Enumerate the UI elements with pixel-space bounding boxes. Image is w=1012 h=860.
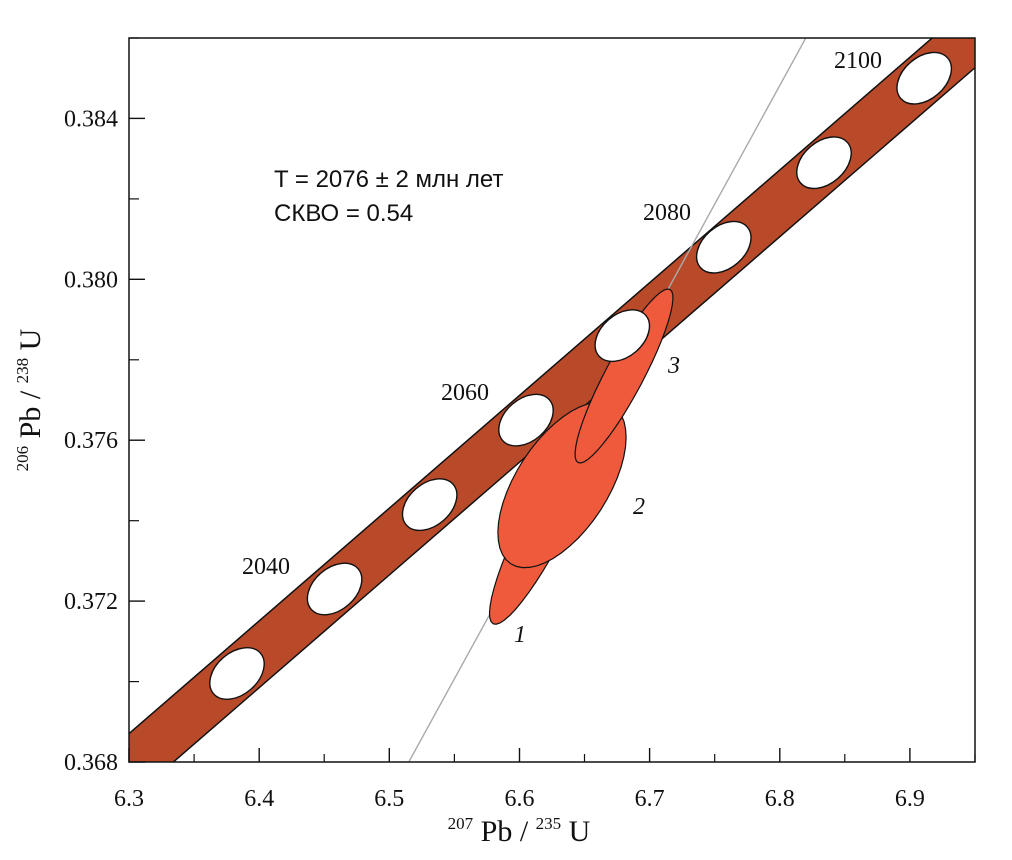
y-tick-label: 0.368 <box>64 750 118 776</box>
age-marker-2030 <box>209 647 265 700</box>
x-tick-label: 6.9 <box>895 786 925 812</box>
y-axis-title: 206 Pb / 238 U <box>2 328 47 471</box>
annotation-mswd: СКВО = 0.54 <box>274 200 413 227</box>
age-label-2100: 2100 <box>834 48 882 74</box>
x-axis-title-mass1: 207 <box>448 814 474 833</box>
age-marker-2040 <box>306 562 363 616</box>
x-axis-ticks: 6.3 6.4 6.5 6.6 6.7 6.8 6.9 <box>114 748 976 812</box>
y-axis-title-separator: / <box>14 390 47 399</box>
x-tick-label: 6.6 <box>505 786 535 812</box>
x-tick-label: 6.5 <box>374 786 404 812</box>
y-tick-label: 0.376 <box>64 428 118 454</box>
x-axis-title-element1: Pb <box>481 815 513 848</box>
x-tick-label: 6.7 <box>635 786 665 812</box>
age-marker-2090 <box>796 136 852 190</box>
y-tick-label: 0.380 <box>64 267 118 293</box>
analysis-label-2: 2 <box>633 494 645 520</box>
x-axis-title-element2: U <box>569 815 591 848</box>
analysis-label-1: 1 <box>514 622 526 648</box>
age-label-2060: 2060 <box>441 380 489 406</box>
age-marker-2060 <box>498 393 554 447</box>
y-axis-title-element1: Pb <box>14 407 47 439</box>
age-marker-2080 <box>695 220 752 274</box>
x-tick-label: 6.4 <box>244 786 274 812</box>
x-tick-label: 6.8 <box>765 786 795 812</box>
x-axis-title: 207 Pb / 235 U <box>448 803 591 848</box>
age-marker-2070 <box>594 309 651 363</box>
plot-area <box>129 38 975 762</box>
y-axis-title-element2: U <box>14 328 47 350</box>
y-tick-label: 0.384 <box>64 106 118 132</box>
y-axis-ticks: 0.368 0.372 0.376 0.380 0.384 <box>64 37 145 776</box>
x-tick-label: 6.3 <box>114 786 144 812</box>
x-axis-title-mass2: 235 <box>536 814 562 833</box>
age-marker-2050 <box>401 478 458 532</box>
age-marker-2100 <box>896 51 953 105</box>
analysis-label-3: 3 <box>667 353 680 379</box>
chart-labels: 2040 2060 2080 2100 1 2 3 <box>242 48 882 648</box>
y-tick-label: 0.372 <box>64 589 118 615</box>
y-axis-title-mass2: 238 <box>13 358 32 384</box>
age-label-2040: 2040 <box>242 554 290 580</box>
plot-frame <box>128 37 976 763</box>
y-axis-title-mass1: 206 <box>13 446 32 472</box>
annotation-age: T = 2076 ± 2 млн лет <box>274 166 503 193</box>
x-axis-title-separator: / <box>520 815 529 848</box>
age-label-2080: 2080 <box>643 200 691 226</box>
